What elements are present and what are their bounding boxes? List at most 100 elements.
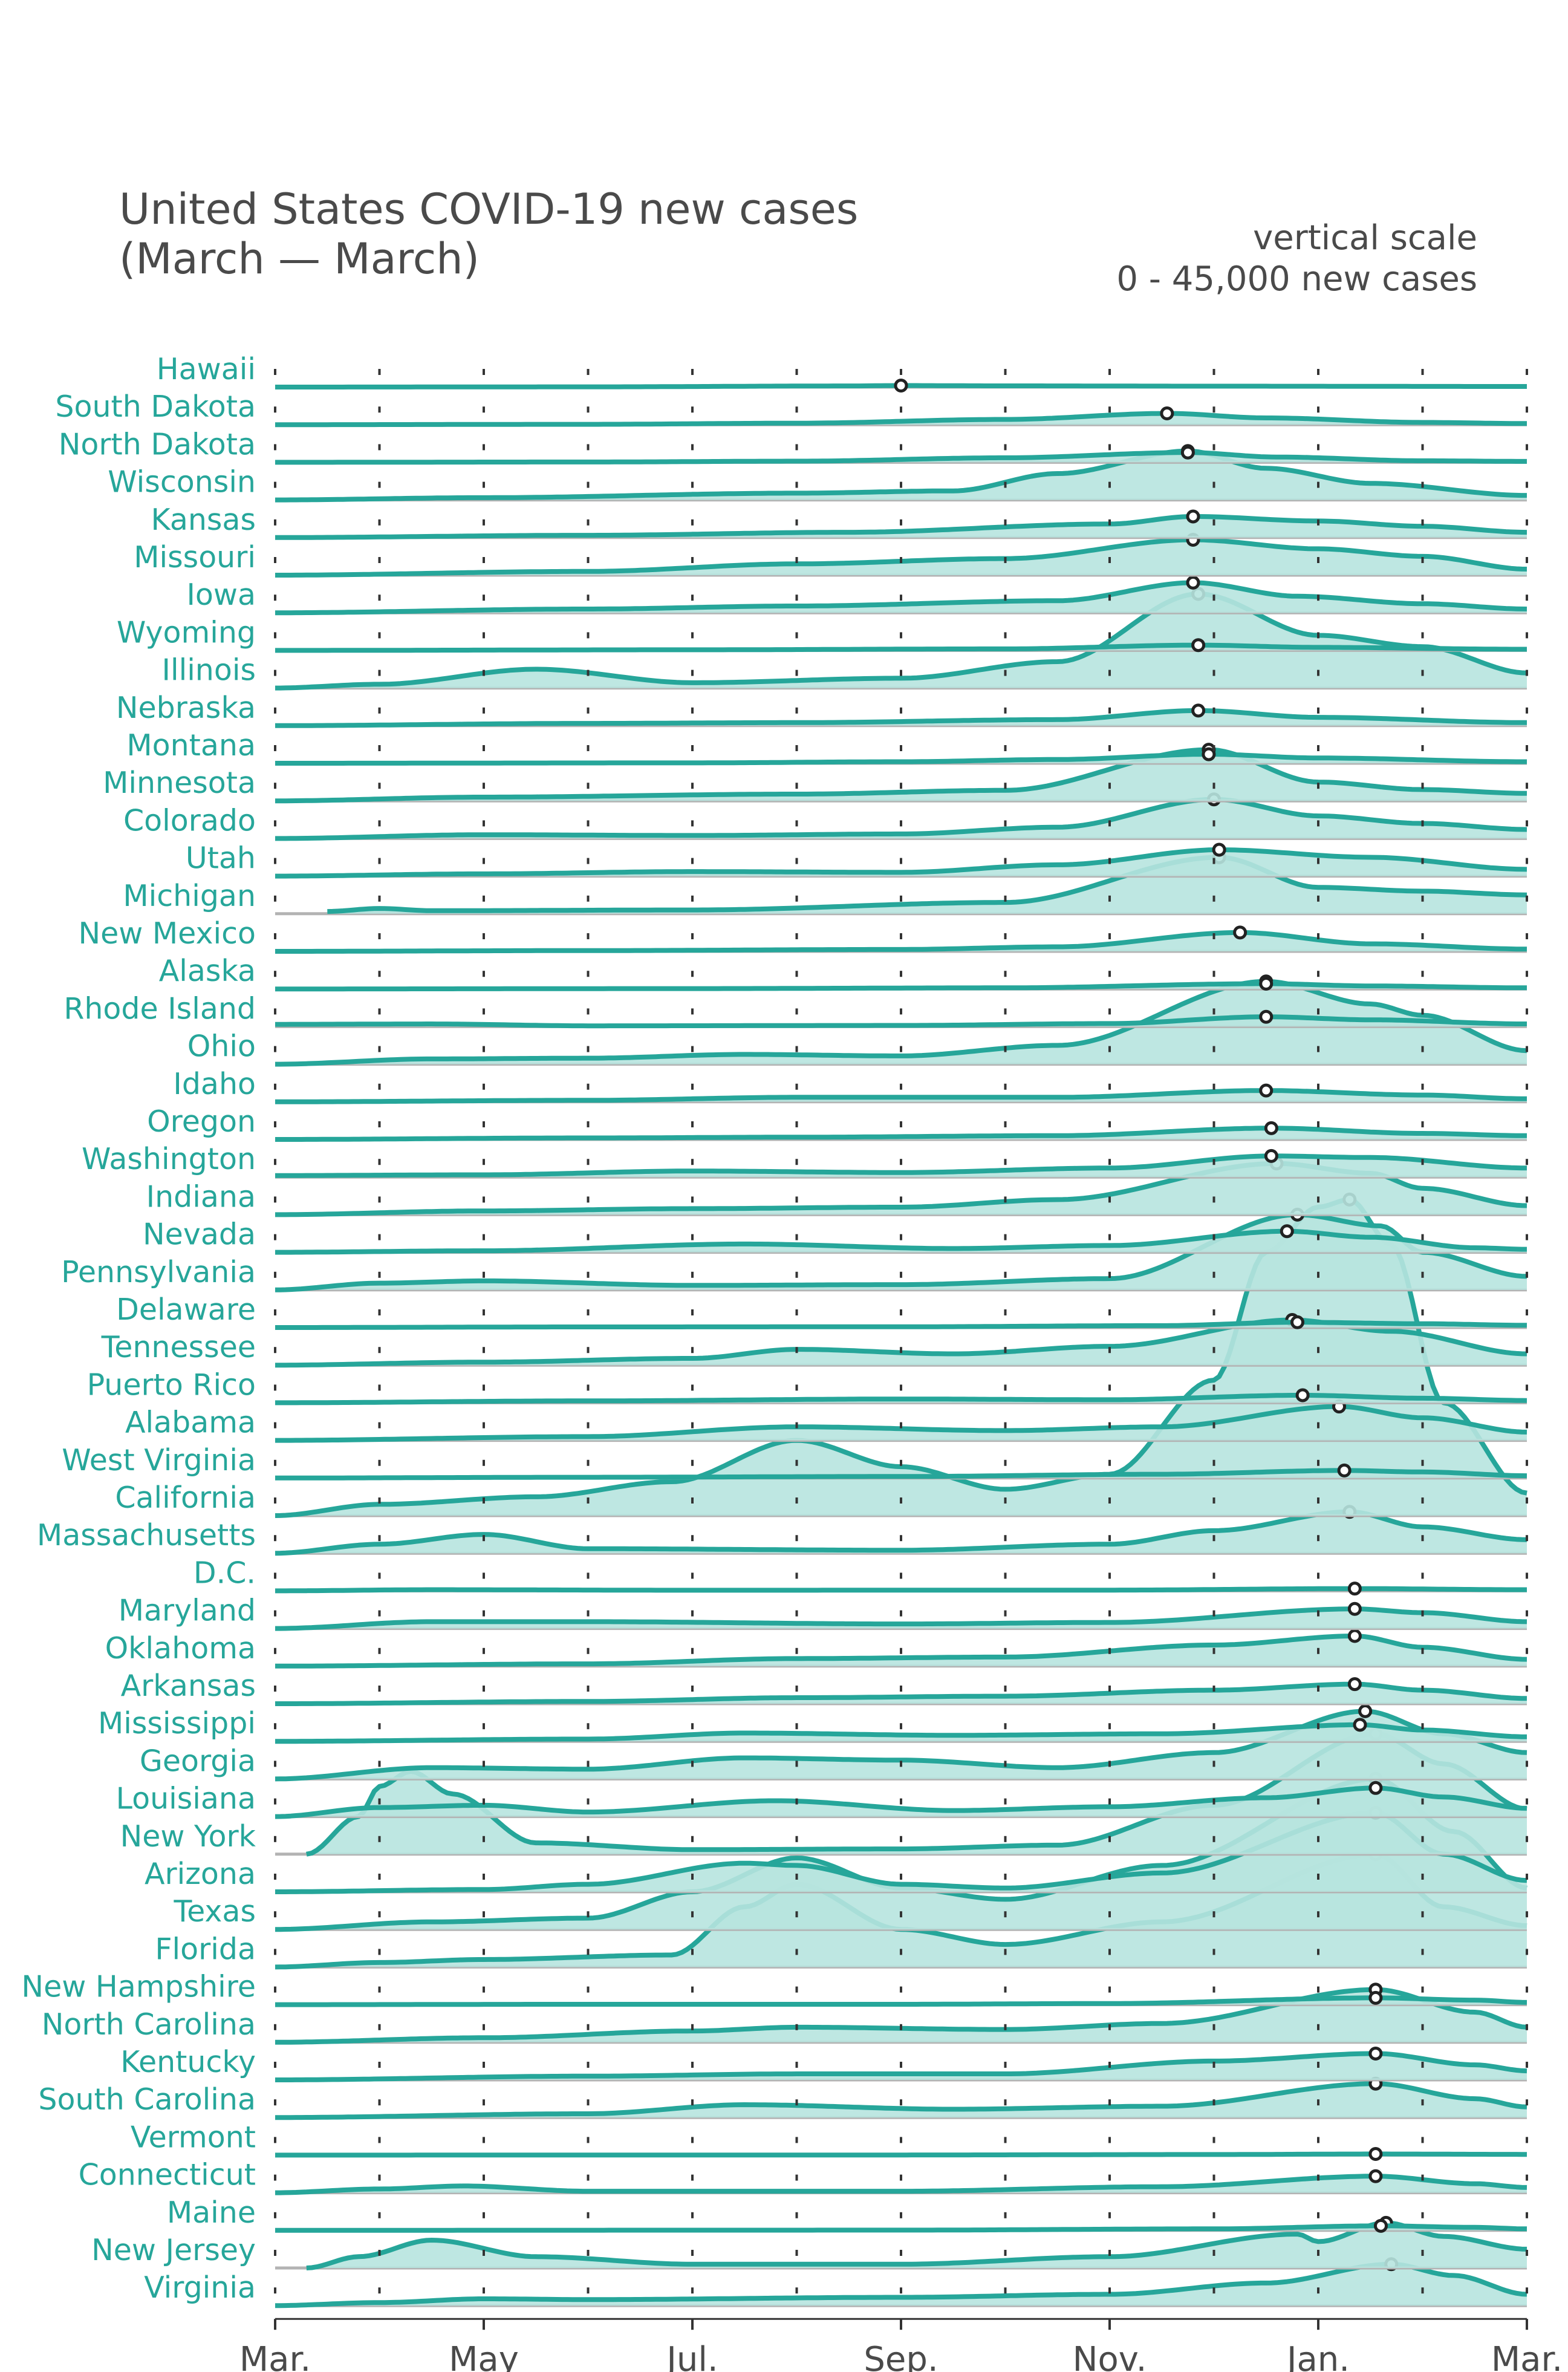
peak-marker <box>1347 1601 1362 1616</box>
peak-marker <box>1290 1315 1304 1329</box>
x-tick-label: May <box>449 2340 519 2372</box>
ridge-connecticut: Connecticut <box>79 2158 1527 2195</box>
state-label: New Hampshire <box>21 1970 256 2004</box>
scale-note-line2: 0 - 45,000 new cases <box>1116 259 1477 299</box>
ridge-area <box>275 1684 1527 1704</box>
state-label: Colorado <box>123 803 256 838</box>
state-label: Montana <box>126 728 256 763</box>
state-label: West Virginia <box>62 1443 256 1478</box>
peak-marker <box>1368 2046 1383 2061</box>
x-tick-label: Jul. <box>665 2340 718 2372</box>
peak-marker <box>1233 925 1248 940</box>
state-label: Louisiana <box>116 1782 256 1816</box>
state-label: Rhode Island <box>63 991 256 1026</box>
ridge-nebraska: Nebraska <box>116 691 1527 728</box>
state-label: Maryland <box>119 1594 256 1628</box>
state-label: Minnesota <box>103 766 256 800</box>
ridge-south-carolina: South Carolina <box>38 2076 1527 2120</box>
ridge-line <box>275 1709 1527 1782</box>
ridge-mississippi: Mississippi <box>98 1706 1527 1744</box>
ridge-new-hampshire: New Hampshire <box>21 1970 1527 2007</box>
ridge-line <box>275 747 1527 804</box>
ridge-area <box>275 1813 1527 1892</box>
ridge-line <box>275 1212 1527 1292</box>
ridge-area <box>306 1733 1527 1854</box>
peak-marker <box>1264 1149 1278 1163</box>
ridge-arkansas: Arkansas <box>121 1669 1527 1706</box>
ridge-line <box>275 1404 1527 1443</box>
ridge-line <box>275 2051 1527 2082</box>
ridge-area <box>275 981 1527 1064</box>
state-label: Maine <box>167 2195 256 2230</box>
ridge-utah: Utah <box>186 841 1527 879</box>
ridge-area <box>275 1788 1527 1817</box>
state-label: Michigan <box>123 879 256 913</box>
peak-marker <box>1358 1704 1373 1718</box>
ridge-vermont: Vermont <box>131 2120 1527 2162</box>
peak-marker <box>1212 842 1226 857</box>
state-label: Georgia <box>140 1744 256 1778</box>
state-label: Idaho <box>173 1067 256 1101</box>
ridge-line <box>275 642 1527 653</box>
ridge-area <box>275 2053 1527 2080</box>
peak-marker <box>1353 1718 1367 1732</box>
state-label: Illinois <box>162 653 256 688</box>
ridge-area <box>275 1214 1527 1290</box>
state-label: Alabama <box>125 1406 256 1440</box>
state-label: Massachusetts <box>37 1518 256 1553</box>
peak-marker <box>1259 1083 1274 1098</box>
state-label: South Carolina <box>38 2082 256 2117</box>
state-label: Florida <box>155 1932 256 1966</box>
state-label: Kentucky <box>120 2045 256 2079</box>
state-label: Alaska <box>159 954 256 988</box>
ridge-virginia: Virginia <box>144 2257 1527 2308</box>
chart-title-line1: United States COVID-19 new cases <box>119 184 859 234</box>
peak-marker <box>1368 1781 1383 1795</box>
state-label: Oklahoma <box>105 1631 256 1666</box>
state-label: Wisconsin <box>108 465 256 500</box>
state-label: New Mexico <box>78 916 256 951</box>
x-tick-label: Jan. <box>1285 2340 1350 2372</box>
peak-marker <box>1347 1582 1362 1596</box>
ridge-puerto-rico: Puerto Rico <box>87 1367 1527 1406</box>
ridge-line <box>275 1606 1527 1631</box>
state-label: Hawaii <box>157 352 256 386</box>
x-tick-label: Mar. <box>239 2340 311 2372</box>
ridge-line <box>275 979 1527 1067</box>
x-axis: Mar. May Jul. Sep. Nov. Jan. Mar. <box>239 369 1563 2372</box>
state-label: Washington <box>82 1142 256 1176</box>
peak-marker <box>1259 976 1274 991</box>
ridge-wyoming: Wyoming <box>117 615 1527 653</box>
peak-marker <box>1374 2218 1388 2233</box>
state-label: Tennessee <box>101 1330 256 1364</box>
ridge-line <box>275 1126 1527 1142</box>
peak-marker <box>1337 1463 1352 1478</box>
state-label: New Jersey <box>91 2233 256 2267</box>
ridge-line <box>275 1320 1527 1330</box>
chart-title: United States COVID-19 new cases (March … <box>119 184 858 284</box>
state-label: Connecticut <box>79 2158 256 2192</box>
state-label: Puerto Rico <box>87 1367 256 1402</box>
ridge-line <box>275 752 1527 766</box>
peak-marker <box>1295 1388 1310 1403</box>
ridge-area <box>275 1724 1527 1742</box>
ridge-area <box>275 1636 1527 1666</box>
state-label: Virginia <box>144 2270 256 2305</box>
peak-marker <box>1202 747 1216 761</box>
ridge-d-c-: D.C. <box>194 1556 1527 1596</box>
ridge-line <box>275 708 1527 728</box>
state-label: Arizona <box>145 1857 256 1891</box>
ridge-north-carolina: North Carolina <box>42 1983 1527 2045</box>
ridge-line <box>275 1681 1527 1706</box>
state-label: North Carolina <box>42 2007 256 2042</box>
ridge-ohio: Ohio <box>187 974 1527 1067</box>
ridge-line <box>275 1995 1527 2007</box>
ridge-montana: Montana <box>126 728 1527 766</box>
ridge-line <box>275 1785 1527 1819</box>
x-tick-label: Mar. <box>1491 2340 1563 2372</box>
ridge-line <box>275 450 1527 465</box>
ridge-area <box>275 1854 1527 1967</box>
ridge-line <box>275 1153 1527 1178</box>
peak-marker <box>1191 703 1206 718</box>
